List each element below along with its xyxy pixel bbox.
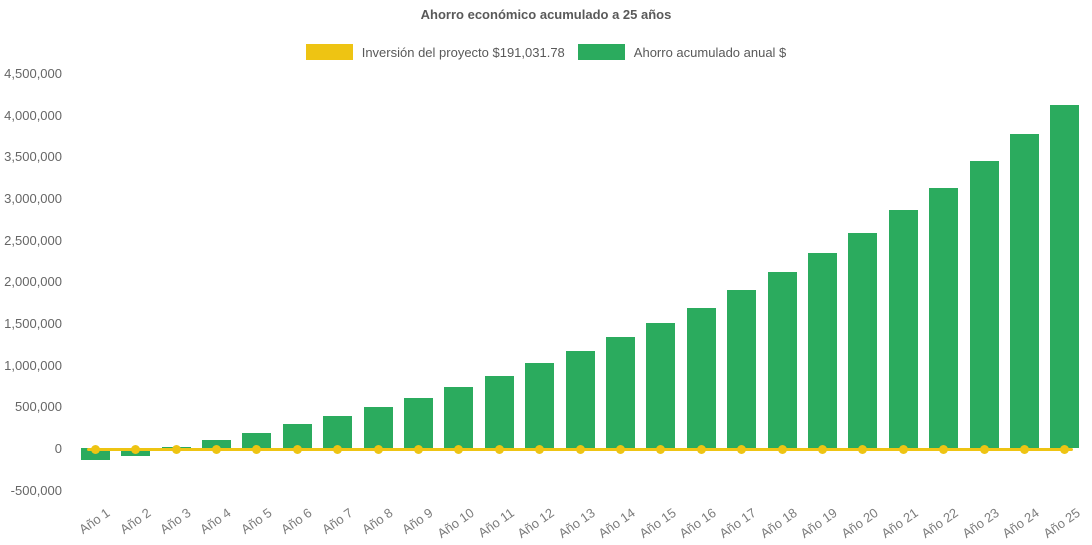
y-axis-tick-label: 4,500,000 (4, 66, 62, 81)
bar-year-24 (1009, 133, 1039, 448)
y-axis-tick-label: 2,500,000 (4, 232, 62, 248)
x-axis-label-year-3: Año 3 (157, 505, 194, 537)
x-axis-label-year-16: Año 16 (676, 505, 719, 541)
bar-year-23 (969, 160, 999, 448)
investment-line-marker (777, 445, 787, 454)
investment-line-marker (292, 445, 302, 454)
bar-year-7 (323, 415, 353, 448)
chart-title: Ahorro económico acumulado a 25 años (420, 7, 672, 22)
investment-line-marker (171, 445, 181, 454)
x-axis-label-year-14: Año 14 (595, 505, 639, 541)
x-axis-label-year-2: Año 2 (116, 505, 154, 537)
y-axis-tick-label: 1,500,000 (4, 316, 62, 331)
investment-legend-label: Inversión del proyecto $191,031.78 (361, 44, 565, 60)
bar-year-9 (403, 398, 433, 448)
bar-year-8 (363, 407, 393, 448)
bar-year-1 (80, 448, 110, 461)
bar-year-17 (727, 290, 757, 448)
y-axis-tick-label: 4,000,000 (4, 107, 62, 123)
y-axis-tick-label: -500,000 (10, 482, 62, 498)
y-axis-tick-label: 3,000,000 (4, 191, 62, 206)
x-axis-label-year-12: Año 12 (514, 505, 558, 541)
bar-year-13 (565, 350, 595, 448)
x-axis-label-year-17: Año 17 (716, 505, 760, 541)
x-axis-label-year-1: Año 1 (76, 505, 113, 537)
x-axis-label-year-25: Año 25 (1040, 505, 1083, 541)
bar-year-5 (242, 433, 272, 448)
bar-year-20 (848, 233, 878, 448)
x-axis-label-year-22: Año 22 (918, 505, 962, 541)
bar-year-6 (282, 424, 312, 448)
investment-line-marker (1060, 445, 1070, 454)
investment-legend-swatch-icon (305, 44, 353, 60)
bar-year-12 (525, 363, 555, 448)
x-axis-label-year-18: Año 18 (757, 505, 800, 541)
investment-line-marker (898, 445, 908, 454)
x-axis-label-year-20: Año 20 (838, 505, 881, 541)
bar-year-22 (929, 188, 959, 448)
bar-year-16 (686, 308, 716, 448)
x-axis-label-year-23: Año 23 (959, 505, 1002, 541)
x-axis-label-year-24: Año 24 (999, 505, 1043, 541)
investment-line-marker (373, 445, 383, 454)
savings-legend-label: Ahorro acumulado anual $ (633, 44, 787, 60)
x-axis-label-year-5: Año 5 (237, 505, 275, 537)
investment-line-marker (656, 445, 666, 454)
bar-year-19 (807, 253, 837, 448)
legend-item-investment[interactable]: Inversión del proyecto $191,031.78 (305, 44, 565, 60)
y-axis-tick-label: 500,000 (15, 399, 62, 415)
bar-year-10 (444, 387, 474, 448)
x-axis-label-year-6: Año 6 (278, 505, 315, 537)
x-axis-label-year-13: Año 13 (555, 505, 598, 541)
legend-item-savings[interactable]: Ahorro acumulado anual $ (577, 44, 787, 60)
investment-line-marker (413, 445, 423, 454)
bar-year-18 (767, 272, 797, 448)
investment-line-marker (615, 445, 625, 454)
investment-line-marker (90, 445, 100, 454)
investment-line-marker (535, 445, 545, 454)
x-axis-label-year-10: Año 10 (434, 505, 477, 541)
x-axis-label-year-21: Año 21 (878, 505, 921, 541)
investment-line-marker (979, 445, 989, 454)
investment-line-marker (1019, 445, 1029, 454)
bar-year-21 (888, 209, 918, 448)
investment-line-marker (333, 445, 343, 454)
y-axis-tick-label: 3,500,000 (4, 149, 62, 165)
bar-year-25 (1050, 105, 1080, 448)
bar-year-14 (605, 336, 635, 448)
x-axis-label-year-15: Año 15 (636, 505, 679, 541)
investment-line-marker (575, 445, 585, 454)
x-axis-label-year-19: Año 19 (797, 505, 841, 541)
investment-line-marker (131, 445, 141, 454)
investment-line-marker (211, 445, 221, 454)
investment-line-marker (817, 445, 827, 454)
x-axis-label-year-7: Año 7 (318, 505, 356, 537)
x-axis-label-year-9: Año 9 (399, 505, 437, 537)
x-axis-label-year-11: Año 11 (475, 505, 517, 541)
chart-legend: Inversión del proyecto $191,031.78 Ahorr… (0, 44, 1092, 60)
investment-line-marker (454, 445, 464, 454)
investment-line-marker (858, 445, 868, 454)
investment-line-marker (696, 445, 706, 454)
investment-line-marker (494, 445, 504, 454)
y-axis-tick-label: 2,000,000 (4, 274, 62, 290)
y-axis-tick-label: 0 (54, 441, 62, 456)
investment-line-marker (252, 445, 262, 454)
x-axis-label-year-4: Año 4 (197, 505, 235, 537)
y-axis-tick-label: 1,000,000 (4, 357, 62, 373)
x-axis-label-year-8: Año 8 (359, 505, 396, 537)
investment-line-marker (939, 445, 949, 454)
bar-year-15 (646, 323, 676, 448)
savings-legend-swatch-icon (577, 44, 625, 60)
investment-line-marker (737, 445, 747, 454)
bar-year-11 (484, 375, 514, 448)
bar-year-4 (201, 439, 231, 448)
